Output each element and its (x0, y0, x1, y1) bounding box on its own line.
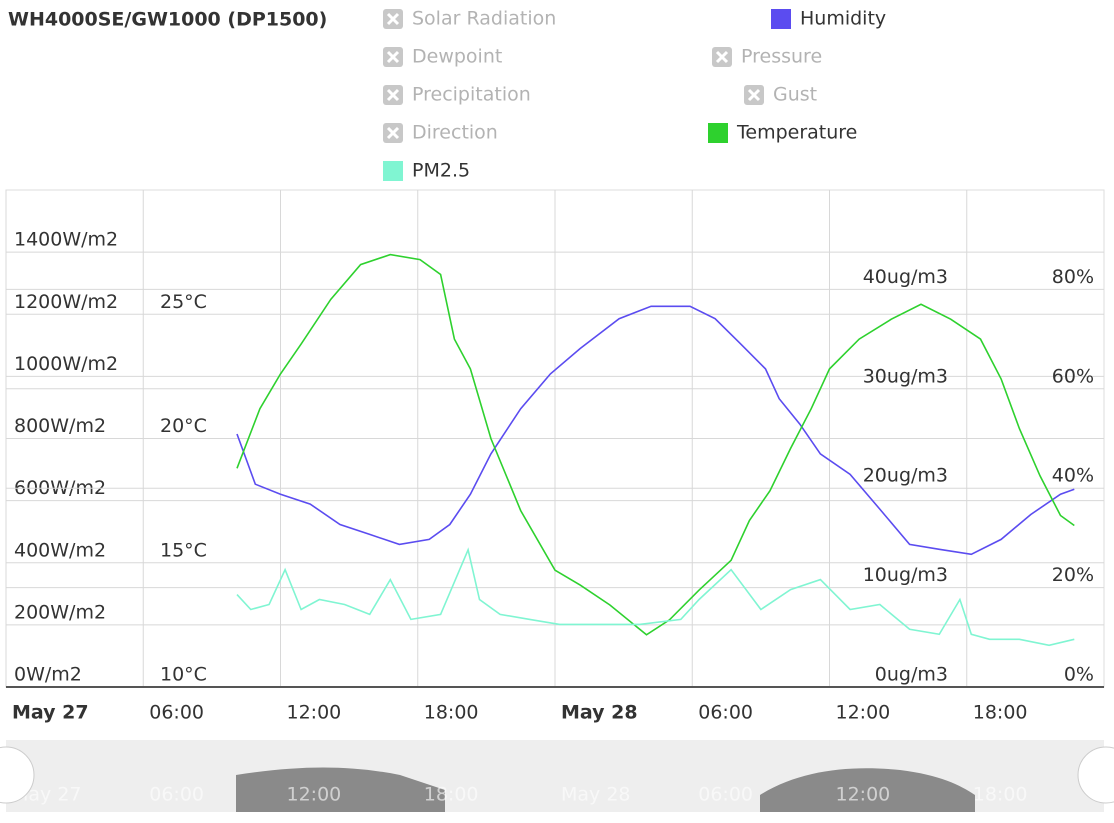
y-tick-label: 20°C (160, 415, 207, 437)
navigator-label: 12:00 (287, 784, 342, 806)
x-tick-label: 06:00 (149, 702, 204, 724)
y-tick-label: 1400W/m2 (14, 229, 118, 251)
x-tick-label: 12:00 (287, 702, 342, 724)
y-tick-label: 15°C (160, 539, 207, 561)
y-tick-label: 30ug/m3 (863, 365, 948, 387)
navigator-area (236, 767, 975, 812)
y-tick-label: 10ug/m3 (863, 564, 948, 586)
legend-label[interactable]: Solar Radiation (412, 8, 556, 30)
data-line (236, 253, 1075, 636)
y-tick-label: 1000W/m2 (14, 353, 118, 375)
x-tick-label: May 27 (12, 702, 89, 724)
y-tick-label: 40% (1052, 465, 1094, 487)
navigator-label: 06:00 (149, 784, 204, 806)
y-tick-label: 10°C (160, 664, 207, 686)
navigator-label: 12:00 (836, 784, 891, 806)
y-tick-label: 0W/m2 (14, 664, 82, 686)
y-tick-label: 60% (1052, 365, 1094, 387)
y-tick-label: 0ug/m3 (875, 664, 948, 686)
navigator-label: 18:00 (424, 784, 479, 806)
x-tick-label: 12:00 (836, 702, 891, 724)
legend-label[interactable]: Pressure (741, 46, 822, 68)
legend-disabled-cross (386, 88, 400, 102)
navigator-label: 06:00 (698, 784, 753, 806)
navigator-handle[interactable] (1077, 746, 1114, 804)
x-tick-label: 18:00 (973, 702, 1028, 724)
legend-label[interactable]: Gust (773, 84, 817, 106)
legend-label[interactable]: Temperature (736, 122, 857, 144)
legend-disabled-cross (747, 88, 761, 102)
legend-swatch[interactable] (708, 123, 728, 143)
y-tick-label: 400W/m2 (14, 539, 106, 561)
data-line (236, 547, 1075, 647)
y-tick-label: 20% (1052, 564, 1094, 586)
y-tick-label: 80% (1052, 266, 1094, 288)
x-tick-label: May 28 (561, 702, 638, 724)
navigator-label: May 28 (561, 784, 631, 806)
legend-label[interactable]: PM2.5 (412, 160, 470, 182)
navigator-handle[interactable] (0, 746, 35, 804)
y-tick-label: 800W/m2 (14, 415, 106, 437)
y-tick-label: 20ug/m3 (863, 465, 948, 487)
legend-disabled-cross (386, 50, 400, 64)
data-line (236, 305, 1075, 556)
y-tick-label: 200W/m2 (14, 601, 106, 623)
y-tick-label: 25°C (160, 291, 207, 313)
legend-label[interactable]: Direction (412, 122, 498, 144)
legend-disabled-cross (386, 126, 400, 140)
x-tick-label: 06:00 (698, 702, 753, 724)
legend-disabled-cross (386, 12, 400, 26)
legend-label[interactable]: Humidity (800, 8, 886, 30)
legend-swatch[interactable] (771, 9, 791, 29)
legend-label[interactable]: Precipitation (412, 84, 531, 106)
y-tick-label: 40ug/m3 (863, 266, 948, 288)
legend-swatch[interactable] (383, 161, 403, 181)
y-tick-label: 0% (1064, 664, 1094, 686)
chart-title: WH4000SE/GW1000 (DP1500) (8, 9, 327, 31)
y-tick-label: 1200W/m2 (14, 291, 118, 313)
navigator-label: 18:00 (973, 784, 1028, 806)
x-tick-label: 18:00 (424, 702, 479, 724)
legend-disabled-cross (715, 50, 729, 64)
legend-label[interactable]: Dewpoint (412, 46, 502, 68)
